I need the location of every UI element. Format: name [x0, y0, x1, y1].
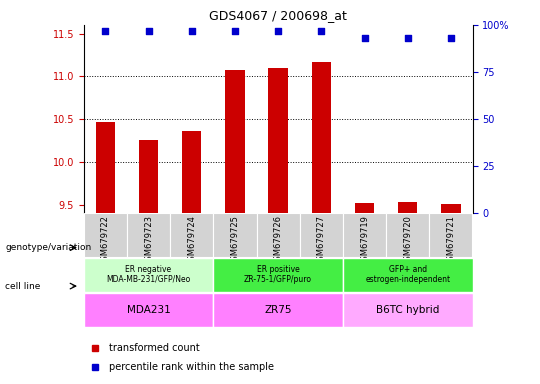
Bar [355, 203, 374, 213]
Bar [96, 122, 115, 213]
Text: B6TC hybrid: B6TC hybrid [376, 305, 440, 315]
Point [447, 35, 455, 41]
Point [231, 28, 239, 34]
Text: MDA231: MDA231 [126, 305, 171, 315]
Bar [386, 213, 429, 257]
Bar [429, 213, 472, 257]
Bar [312, 62, 331, 213]
Bar [84, 258, 213, 292]
Point [187, 28, 196, 34]
Bar [84, 213, 127, 257]
Bar [268, 68, 288, 213]
Bar [139, 139, 158, 213]
Text: ER positive
ZR-75-1/GFP/puro: ER positive ZR-75-1/GFP/puro [244, 265, 312, 284]
Point [360, 35, 369, 41]
Text: ZR75: ZR75 [265, 305, 292, 315]
Text: GSM679720: GSM679720 [403, 215, 412, 266]
Text: genotype/variation: genotype/variation [5, 243, 92, 252]
Bar [256, 213, 300, 257]
Text: percentile rank within the sample: percentile rank within the sample [109, 362, 274, 372]
Bar [343, 293, 472, 327]
Bar [300, 213, 343, 257]
Point [403, 35, 412, 41]
Bar [170, 213, 213, 257]
Text: cell line: cell line [5, 281, 41, 291]
Bar [84, 293, 213, 327]
Point [144, 28, 153, 34]
Title: GDS4067 / 200698_at: GDS4067 / 200698_at [209, 9, 347, 22]
Bar [398, 202, 417, 213]
Text: GSM679726: GSM679726 [274, 215, 282, 266]
Point [274, 28, 282, 34]
Bar [213, 213, 256, 257]
Text: GSM679719: GSM679719 [360, 215, 369, 266]
Bar [182, 131, 201, 213]
Text: ER negative
MDA-MB-231/GFP/Neo: ER negative MDA-MB-231/GFP/Neo [106, 265, 191, 284]
Point [317, 28, 326, 34]
Text: GSM679723: GSM679723 [144, 215, 153, 266]
Text: GSM679721: GSM679721 [447, 215, 455, 266]
Text: GFP+ and
estrogen-independent: GFP+ and estrogen-independent [365, 265, 450, 284]
Text: GSM679724: GSM679724 [187, 215, 196, 266]
Bar [213, 293, 343, 327]
Point [101, 28, 110, 34]
Text: transformed count: transformed count [109, 343, 200, 353]
Text: GSM679727: GSM679727 [317, 215, 326, 266]
Text: GSM679722: GSM679722 [101, 215, 110, 266]
Text: GSM679725: GSM679725 [231, 215, 239, 266]
Bar [127, 213, 170, 257]
Bar [343, 213, 386, 257]
Bar [441, 204, 461, 213]
Bar [225, 70, 245, 213]
Bar [343, 258, 472, 292]
Bar [213, 258, 343, 292]
